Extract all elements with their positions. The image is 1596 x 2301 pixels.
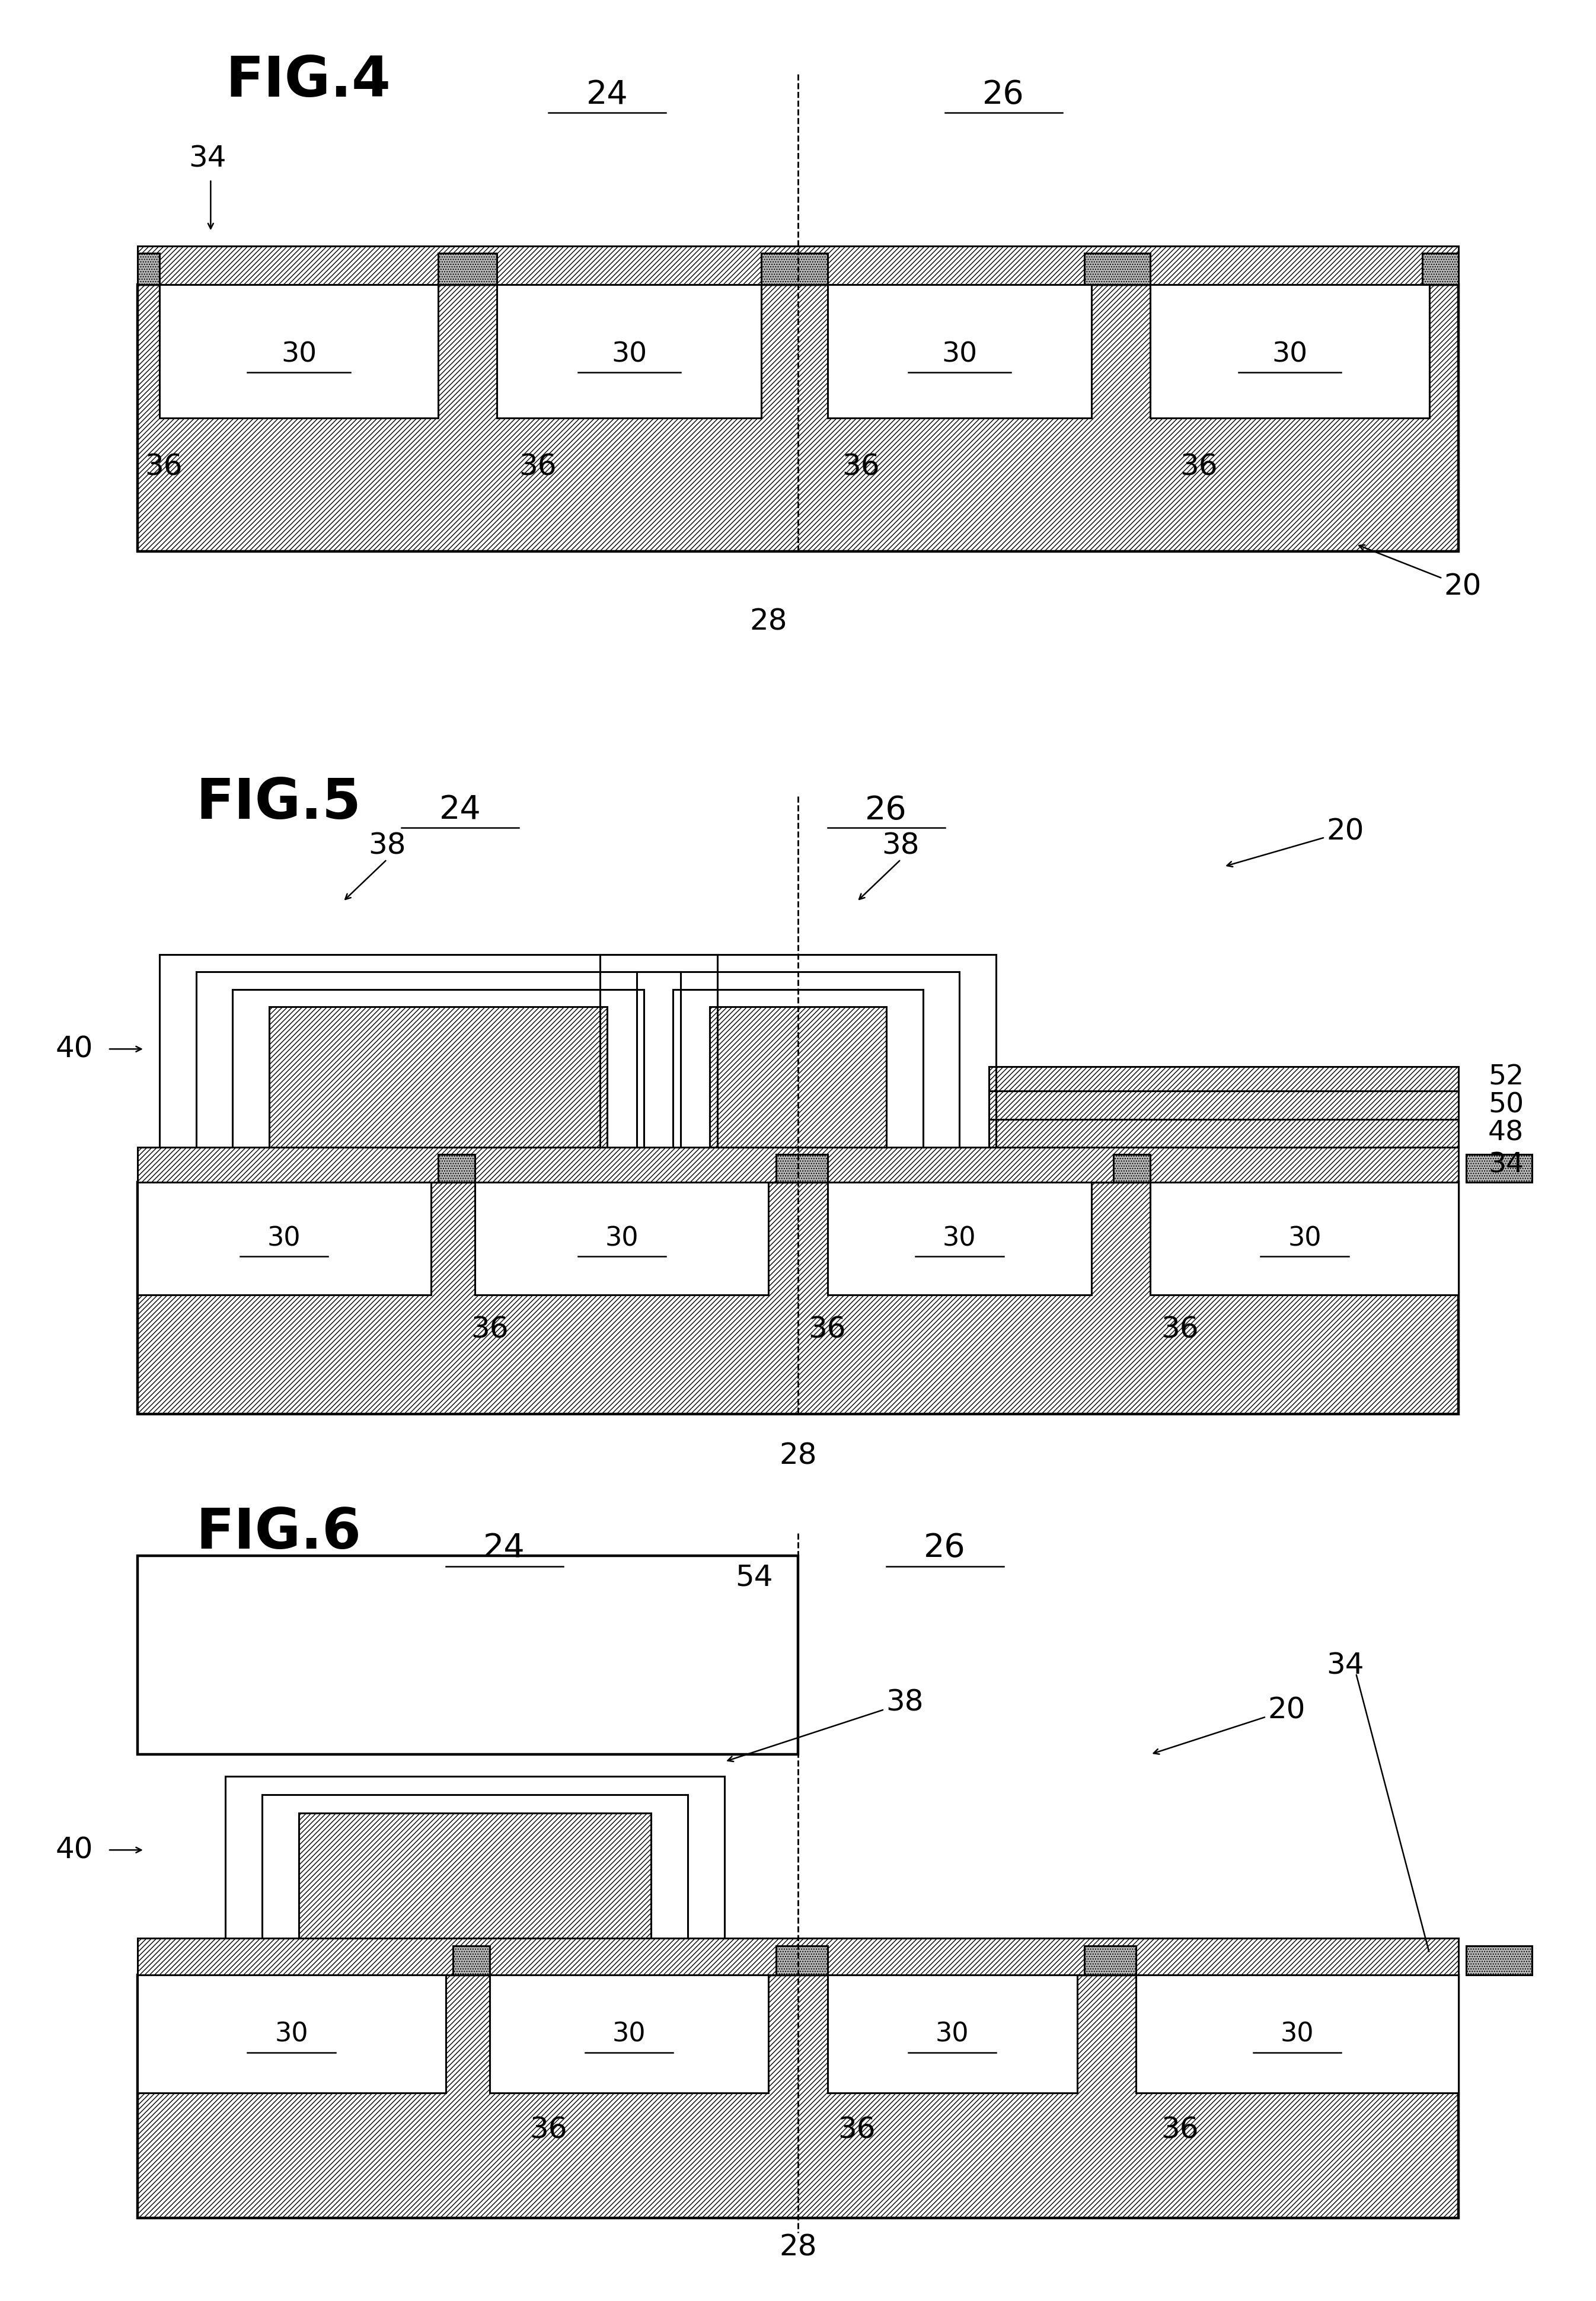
Text: 26: 26: [983, 78, 1025, 110]
Bar: [827, 1974, 1077, 2094]
Bar: [827, 1183, 1092, 1295]
Text: 30: 30: [611, 341, 646, 368]
Text: 36: 36: [1160, 1316, 1199, 1344]
Bar: [990, 1118, 1459, 1148]
Bar: [776, 1155, 827, 1183]
Text: 28: 28: [779, 2234, 817, 2262]
Bar: [137, 1555, 798, 1753]
Bar: [827, 285, 1092, 419]
Bar: [137, 1183, 1459, 1413]
Text: 48: 48: [1487, 1121, 1524, 1146]
Bar: [298, 1813, 651, 1937]
Bar: [1084, 1947, 1136, 1974]
Text: 24: 24: [439, 794, 482, 826]
Bar: [990, 1068, 1459, 1091]
Bar: [439, 1155, 476, 1183]
Bar: [1151, 1183, 1459, 1295]
Bar: [1151, 285, 1430, 419]
Bar: [137, 246, 1459, 285]
Bar: [990, 1091, 1459, 1118]
Text: 30: 30: [1272, 341, 1307, 368]
Bar: [137, 285, 1459, 552]
Text: 38: 38: [883, 831, 919, 861]
Text: 36: 36: [530, 2115, 567, 2145]
Text: 36: 36: [1179, 453, 1218, 481]
Text: 40: 40: [56, 1035, 93, 1063]
Text: 34: 34: [1487, 1150, 1524, 1178]
Text: 30: 30: [613, 2020, 646, 2048]
Bar: [453, 1947, 490, 1974]
Bar: [1114, 1155, 1151, 1183]
Text: FIG.6: FIG.6: [196, 1507, 361, 1560]
Text: 52: 52: [1487, 1063, 1524, 1091]
Text: 26: 26: [924, 1532, 966, 1565]
Bar: [439, 253, 496, 285]
Bar: [776, 1947, 827, 1974]
Text: 50: 50: [1487, 1093, 1524, 1118]
Text: 20: 20: [1154, 1696, 1306, 1753]
Bar: [496, 285, 761, 419]
Text: 30: 30: [1280, 2020, 1314, 2048]
Text: 54: 54: [736, 1562, 772, 1592]
Text: 20: 20: [1360, 545, 1481, 601]
Text: 40: 40: [56, 1836, 93, 1864]
Text: 30: 30: [605, 1226, 638, 1252]
Bar: [1467, 1155, 1532, 1183]
Text: 30: 30: [275, 2020, 308, 2048]
Bar: [1467, 1947, 1532, 1974]
Bar: [137, 1148, 1459, 1183]
Bar: [137, 1974, 445, 2094]
Text: 26: 26: [865, 794, 907, 826]
Bar: [137, 1937, 1459, 1974]
Text: 30: 30: [1288, 1226, 1321, 1252]
Text: 30: 30: [935, 2020, 969, 2048]
Text: 24: 24: [484, 1532, 525, 1565]
Text: 34: 34: [188, 145, 227, 173]
Bar: [476, 1183, 769, 1295]
Text: 36: 36: [838, 2115, 876, 2145]
Text: 20: 20: [1227, 817, 1365, 867]
Bar: [710, 1008, 886, 1148]
Text: 36: 36: [809, 1316, 846, 1344]
Text: 36: 36: [519, 453, 557, 481]
Text: 36: 36: [1160, 2115, 1199, 2145]
Bar: [761, 253, 827, 285]
Text: FIG.4: FIG.4: [225, 53, 391, 108]
Text: FIG.5: FIG.5: [196, 775, 361, 831]
Text: 38: 38: [369, 831, 405, 861]
Bar: [137, 1183, 431, 1295]
Text: 28: 28: [750, 607, 787, 635]
Bar: [137, 253, 160, 285]
Text: 34: 34: [1326, 1652, 1365, 1680]
Bar: [160, 285, 439, 419]
Text: 30: 30: [942, 341, 977, 368]
Bar: [490, 1974, 769, 2094]
Text: 30: 30: [281, 341, 316, 368]
Text: 30: 30: [943, 1226, 977, 1252]
Bar: [270, 1008, 606, 1148]
Text: 38: 38: [728, 1689, 924, 1763]
Bar: [1136, 1974, 1459, 2094]
Text: 24: 24: [586, 78, 629, 110]
Bar: [1422, 253, 1459, 285]
Text: 36: 36: [145, 453, 182, 481]
Text: 36: 36: [471, 1316, 509, 1344]
Text: 28: 28: [779, 1443, 817, 1470]
Text: 36: 36: [843, 453, 879, 481]
Bar: [1084, 253, 1151, 285]
Bar: [137, 1974, 1459, 2218]
Text: 30: 30: [267, 1226, 302, 1252]
